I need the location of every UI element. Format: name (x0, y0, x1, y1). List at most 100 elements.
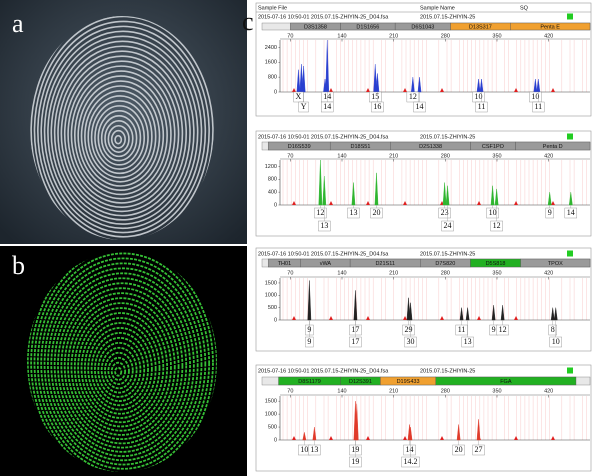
allele-label: 14 (567, 208, 575, 217)
locus-name: D3S1358 (304, 24, 327, 30)
sample-name: 2015.07.15-ZHIYIN-25 (420, 251, 475, 257)
x-tick-label: 140 (337, 270, 346, 276)
allele-label: 14.2 (403, 457, 417, 466)
allele-label: 10 (300, 445, 308, 454)
allele-label: 11 (534, 102, 542, 111)
locus-name: D21S11 (375, 261, 394, 267)
y-tick-label: 1200 (265, 164, 277, 170)
y-tick-label: 1000 (265, 293, 277, 299)
x-tick-label: 420 (544, 153, 553, 159)
column-header: Sample Name (420, 5, 455, 11)
locus-name: vWA (320, 261, 332, 267)
allele-label: 14 (323, 102, 331, 111)
allele-label: 20 (455, 445, 463, 454)
x-tick-label: 420 (544, 388, 553, 394)
sample-name: 2015.07.15-ZHIYIN-25 (420, 368, 475, 374)
status-indicator (567, 14, 573, 20)
allele-label: 15 (371, 92, 379, 101)
x-tick-label: 70 (287, 270, 293, 276)
x-tick-label: 210 (389, 153, 398, 159)
allele-label: 13 (349, 208, 357, 217)
x-tick-label: 420 (544, 33, 553, 39)
panel-label: a (12, 9, 24, 38)
x-tick-label: 140 (337, 153, 346, 159)
sample-file: 2015-07-16 10:50-01 2015.07.15-ZHIYIN-25… (258, 14, 389, 20)
status-indicator (567, 368, 573, 374)
allele-label: 10 (489, 208, 497, 217)
allele-label: 11 (478, 102, 486, 111)
locus-name: D19S433 (397, 379, 420, 385)
allele-label: 11 (458, 325, 466, 334)
x-tick-label: 140 (337, 388, 346, 394)
locus-name: D12S391 (349, 379, 372, 385)
locus-name: CSF1PO (482, 144, 505, 150)
allele-label: 13 (320, 221, 328, 230)
x-tick-label: 350 (492, 153, 501, 159)
x-tick-label: 280 (441, 153, 450, 159)
x-tick-label: 280 (441, 270, 450, 276)
allele-label: 9 (492, 325, 496, 334)
locus-name: D7S820 (435, 261, 455, 267)
electropherogram: 2015-07-16 10:50-01 2015.07.15-ZHIYIN-25… (256, 248, 591, 351)
allele-label: 12 (499, 325, 507, 334)
x-tick-label: 210 (389, 388, 398, 394)
allele-label: 12 (409, 92, 417, 101)
x-tick-label: 140 (337, 33, 346, 39)
allele-label: 30 (406, 337, 414, 346)
sample-file: 2015-07-16 10:50-01 2015.07.15-ZHIYIN-25… (258, 368, 389, 374)
allele-label: 19 (351, 457, 359, 466)
locus-name: D5S818 (486, 261, 506, 267)
x-tick-label: 350 (492, 270, 501, 276)
allele-label: Y (301, 102, 307, 111)
locus-name: TH01 (278, 261, 291, 267)
allele-label: 13 (464, 337, 472, 346)
locus-name: TPOX (548, 261, 563, 267)
y-tick-label: 500 (268, 425, 277, 431)
panel-label: c (242, 7, 254, 36)
y-tick-label: 0 (274, 89, 277, 95)
x-tick-label: 280 (441, 33, 450, 39)
electropherogram: Sample File Sample Name SQ 2015-07-16 10:50… (256, 3, 591, 116)
x-tick-label: 70 (287, 33, 293, 39)
x-tick-label: 420 (544, 270, 553, 276)
locus-name: D13S317 (469, 24, 492, 30)
column-header: Sample File (258, 5, 287, 11)
y-tick-label: 0 (274, 317, 277, 323)
column-header: SQ (520, 5, 529, 11)
allele-label: X (296, 92, 302, 101)
allele-label: 9 (548, 208, 552, 217)
y-tick-label: 0 (274, 437, 277, 443)
status-indicator (567, 134, 573, 140)
figure: a b c Sample FileSample NameSQ2015-07-16… (0, 0, 593, 476)
electropherogram: 2015-07-16 10:50-01 2015.07.15-ZHIYIN-25… (256, 131, 591, 236)
locus-name: D2S1338 (419, 144, 442, 150)
allele-label: 14 (416, 102, 424, 111)
allele-label: 16 (373, 102, 381, 111)
x-tick-label: 210 (389, 270, 398, 276)
y-tick-label: 1000 (265, 412, 277, 418)
allele-label: 24 (444, 221, 452, 230)
y-tick-label: 400 (268, 190, 277, 196)
sample-file: 2015-07-16 10:50-01 2015.07.15-ZHIYIN-25… (258, 134, 389, 140)
y-tick-label: 800 (268, 75, 277, 81)
allele-label: 20 (372, 208, 380, 217)
electropherograms: Sample File Sample Name SQ 2015-07-16 10:50… (256, 3, 591, 471)
allele-label: 13 (310, 445, 318, 454)
x-tick-label: 210 (389, 33, 398, 39)
y-tick-label: 800 (268, 177, 277, 183)
x-tick-label: 350 (492, 33, 501, 39)
y-tick-label: 1600 (265, 60, 277, 66)
y-tick-label: 0 (274, 202, 277, 208)
allele-label: 12 (316, 208, 324, 217)
y-tick-label: 2400 (265, 45, 277, 51)
locus-name: D8S1179 (298, 379, 321, 385)
sample-name: 2015.07.15-ZHIYIN-25 (420, 134, 475, 140)
locus-name: FGA (500, 379, 512, 385)
allele-label: 9 (307, 337, 311, 346)
x-tick-label: 70 (287, 153, 293, 159)
y-tick-label: 1500 (265, 399, 277, 405)
status-indicator (567, 251, 573, 257)
y-tick-label: 500 (268, 305, 277, 311)
allele-label: 27 (475, 445, 483, 454)
allele-label: 29 (405, 325, 413, 334)
